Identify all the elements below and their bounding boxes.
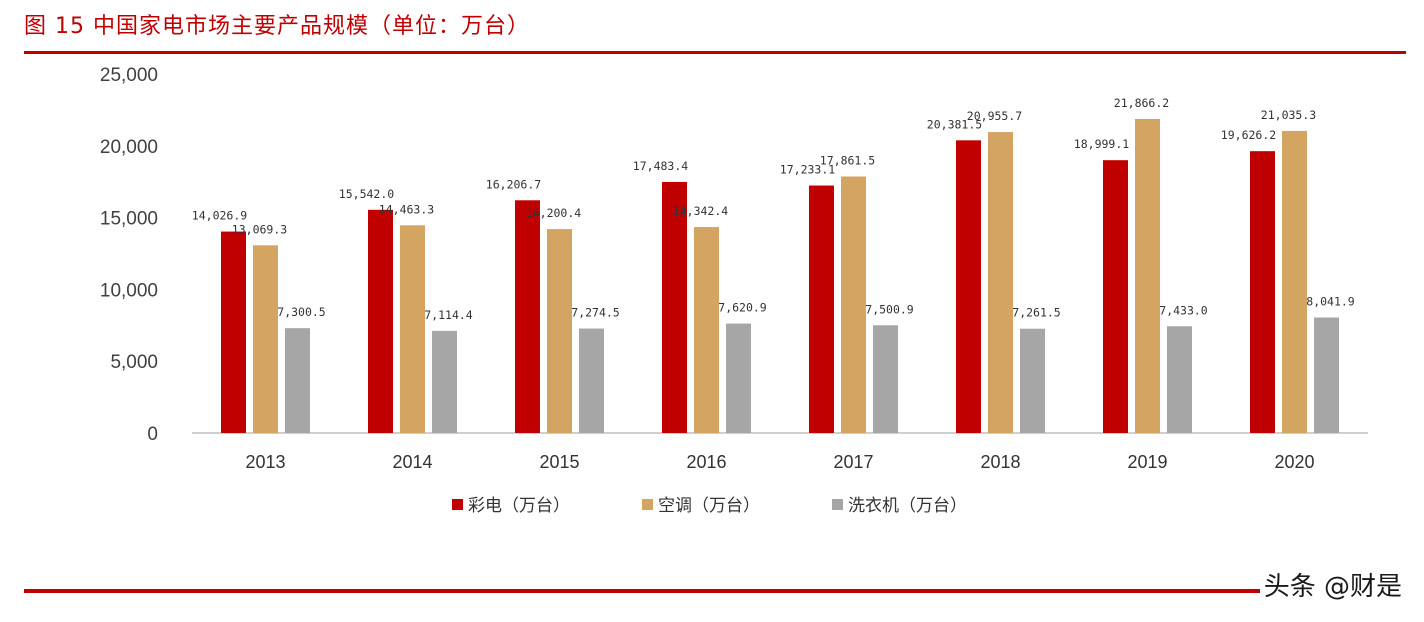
bar bbox=[253, 245, 278, 433]
bar bbox=[726, 323, 751, 433]
y-axis: 25,000 20,000 15,000 10,000 5,000 0 bbox=[100, 65, 158, 445]
data-label: 18,999.1 bbox=[1074, 137, 1129, 151]
bar bbox=[1103, 160, 1128, 434]
data-label: 13,069.3 bbox=[232, 222, 287, 236]
legend-swatch bbox=[642, 499, 653, 510]
x-tick-label: 2017 bbox=[833, 452, 873, 472]
data-label: 7,300.5 bbox=[277, 305, 325, 319]
x-tick-label: 2013 bbox=[245, 452, 285, 472]
x-tick-label: 2015 bbox=[539, 452, 579, 472]
bar bbox=[368, 209, 393, 433]
data-label: 14,463.3 bbox=[379, 202, 434, 216]
bar bbox=[662, 181, 687, 433]
bar bbox=[1020, 328, 1045, 433]
bar bbox=[841, 176, 866, 434]
legend-swatch bbox=[452, 499, 463, 510]
bottom-divider bbox=[24, 589, 1406, 593]
bar bbox=[1167, 326, 1192, 433]
x-tick-label: 2020 bbox=[1274, 452, 1314, 472]
data-label: 17,483.4 bbox=[633, 159, 688, 173]
y-tick-label: 15,000 bbox=[100, 209, 158, 230]
data-label: 19,626.2 bbox=[1221, 128, 1276, 142]
data-label: 21,035.3 bbox=[1261, 108, 1316, 122]
data-label: 14,026.9 bbox=[192, 209, 247, 223]
data-labels: 14,026.913,069.3 7,300.5 15,542.014,463.3 7… bbox=[192, 96, 1355, 322]
top-divider bbox=[24, 51, 1406, 54]
figure-title: 图 15 中国家电市场主要产品规模（单位：万台） bbox=[24, 14, 530, 39]
data-label: 7,433.0 bbox=[1159, 303, 1208, 317]
x-tick-label: 2014 bbox=[392, 452, 432, 472]
data-label: 7,114.4 bbox=[424, 308, 473, 322]
bar bbox=[1135, 119, 1160, 433]
data-label: 15,542.0 bbox=[339, 187, 394, 201]
bar bbox=[873, 325, 898, 433]
data-label: 7,500.9 bbox=[865, 302, 914, 316]
bar bbox=[694, 227, 719, 433]
data-label: 16,206.7 bbox=[486, 177, 541, 191]
data-label: 7,620.9 bbox=[718, 301, 767, 315]
data-label: 14,342.4 bbox=[673, 204, 728, 218]
x-tick-label: 2016 bbox=[686, 452, 726, 472]
legend-label: 洗衣机（万台） bbox=[848, 496, 967, 516]
data-label: 17,233.1 bbox=[780, 163, 835, 177]
legend-label: 彩电（万台） bbox=[468, 496, 570, 516]
data-label: 20,381.5 bbox=[927, 117, 982, 131]
data-label: 17,861.5 bbox=[820, 154, 875, 168]
y-tick-label: 5,000 bbox=[110, 352, 158, 373]
y-tick-label: 0 bbox=[147, 424, 158, 445]
bar bbox=[547, 229, 572, 433]
bar bbox=[1282, 130, 1307, 433]
x-tick-label: 2019 bbox=[1127, 452, 1167, 472]
bar bbox=[1314, 317, 1339, 433]
bar bbox=[432, 330, 457, 433]
data-label: 14,200.4 bbox=[526, 206, 581, 220]
data-label: 7,261.5 bbox=[1012, 306, 1060, 320]
y-tick-label: 25,000 bbox=[100, 65, 158, 86]
watermark: 头条 @财是 bbox=[1259, 566, 1406, 603]
x-tick-label: 2018 bbox=[980, 452, 1020, 472]
data-label: 7,274.5 bbox=[571, 306, 619, 320]
bar bbox=[400, 225, 425, 433]
bar bbox=[515, 200, 540, 433]
bar bbox=[579, 328, 604, 433]
bars bbox=[221, 119, 1339, 434]
data-label: 21,866.2 bbox=[1114, 96, 1169, 110]
data-label: 8,041.9 bbox=[1306, 295, 1355, 309]
x-axis-categories: 2013 2014 2015 2016 2017 2018 2019 2020 bbox=[245, 452, 1314, 472]
data-label: 20,955.7 bbox=[967, 109, 1022, 123]
y-tick-label: 10,000 bbox=[100, 280, 158, 301]
bar bbox=[1250, 151, 1275, 433]
y-tick-label: 20,000 bbox=[100, 137, 158, 158]
bar bbox=[809, 185, 834, 433]
bar bbox=[221, 231, 246, 433]
bar bbox=[956, 140, 981, 433]
bar bbox=[988, 132, 1013, 433]
legend-swatch bbox=[832, 499, 843, 510]
legend: 彩电（万台） 空调（万台） 洗衣机（万台） bbox=[452, 496, 967, 516]
legend-label: 空调（万台） bbox=[658, 496, 760, 516]
bar bbox=[285, 328, 310, 433]
